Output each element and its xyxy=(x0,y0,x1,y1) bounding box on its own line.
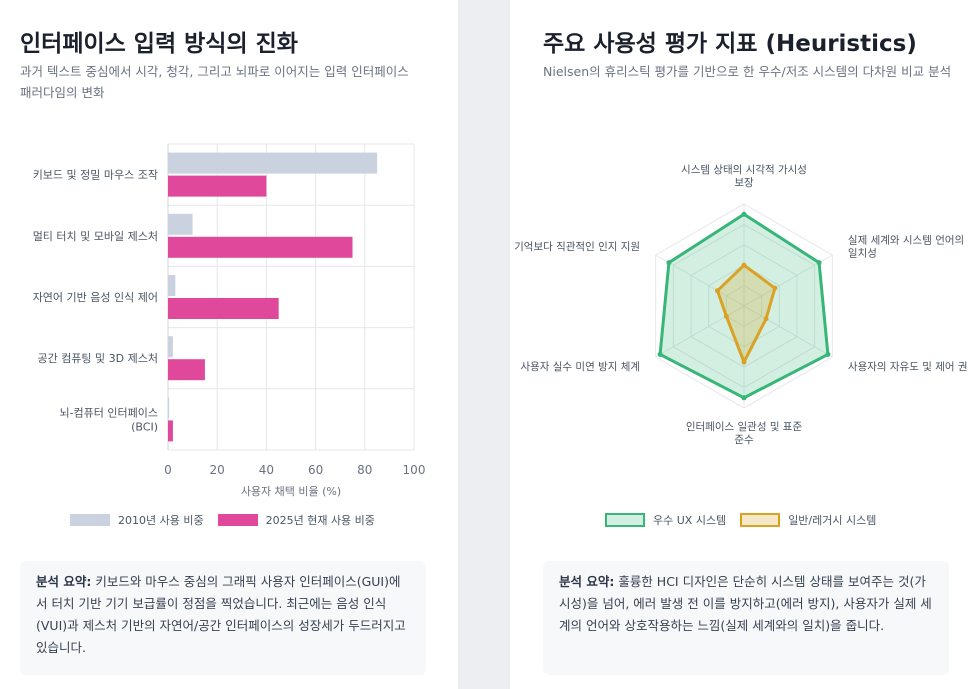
radar-point xyxy=(741,395,747,401)
x-tick-label: 40 xyxy=(259,463,274,477)
radar-axis-label: 시스템 상태의 시각적 가시성 xyxy=(681,164,807,176)
radar-axis-label: 보장 xyxy=(734,177,754,189)
category-label: 공간 컴퓨팅 및 3D 제스처 xyxy=(37,352,158,365)
heuristics-chart-title: 주요 사용성 평가 지표 (Heuristics) xyxy=(543,31,917,57)
adoption-chart-legend: 2010년 사용 비중 2025년 현재 사용 비중 xyxy=(70,512,375,528)
heuristics-chart-legend: 우수 UX 시스템 일반/레거시 시스템 xyxy=(605,512,876,528)
radar-spoke xyxy=(655,305,745,358)
radar-axis-label: 사용자의 자유도 및 제어 권 xyxy=(848,361,968,373)
legend-swatch-2025 xyxy=(217,514,258,526)
x-tick-label: 20 xyxy=(210,463,225,477)
category-label: 자연어 기반 음성 인식 제어 xyxy=(33,291,158,304)
x-tick-label: 0 xyxy=(164,463,172,477)
legend-swatch-2010 xyxy=(70,514,110,526)
bar-2010 xyxy=(168,336,173,358)
legend-label-legacy: 일반/레거시 시스템 xyxy=(788,514,877,527)
adoption-summary-box: 분석 요약: 키보드와 마우스 중심의 그래픽 사용자 인터페이스(GUI)에서… xyxy=(20,561,426,675)
adoption-chart-subtitle: 과거 텍스트 중심에서 시각, 청각, 그리고 뇌파로 이어지는 입력 인터페이… xyxy=(20,64,409,100)
bar-2010 xyxy=(168,152,378,174)
bar-2010 xyxy=(168,397,170,419)
category-label: 멀티 터치 및 모바일 제스처 xyxy=(33,229,158,243)
radar-axis-label: 인터페이스 일관성 및 표준 xyxy=(686,420,803,433)
category-label: (BCI) xyxy=(131,420,158,433)
bar-2010 xyxy=(168,275,176,296)
legend-label-2010: 2010년 사용 비중 xyxy=(118,514,204,527)
radar-axis-label: 사용자 실수 미연 방지 체계 xyxy=(520,361,640,373)
category-label: 키보드 및 정밀 마우스 조작 xyxy=(33,169,158,182)
x-tick-label: 100 xyxy=(403,463,426,477)
heuristics-chart-subtitle: Nielsen의 휴리스틱 평가를 기반으로 한 우수/저조 시스템의 다차원 … xyxy=(543,64,952,79)
summary-text: 키보드와 마우스 중심의 그래픽 사용자 인터페이스(GUI)에서 터치 기반 … xyxy=(36,574,406,655)
legend-swatch-good-ux xyxy=(605,513,645,527)
category-label: 뇌-컴퓨터 인터페이스 xyxy=(59,406,158,419)
legend-label-good-ux: 우수 UX 시스템 xyxy=(653,514,727,527)
adoption-chart-card: 인터페이스 입력 방식의 진화 과거 텍스트 중심에서 시각, 청각, 그리고 … xyxy=(0,0,458,689)
summary-label: 분석 요약: xyxy=(36,574,92,589)
bar-2025 xyxy=(168,236,353,258)
summary-text: 훌륭한 HCI 디자인은 단순히 시스템 상태를 보여주는 것(가시성)을 넘어… xyxy=(559,574,932,633)
radar-axis-label: 실제 세계와 시스템 언어의 xyxy=(848,235,964,247)
radar-point xyxy=(657,351,663,357)
radar-point xyxy=(714,288,720,294)
x-tick-label: 60 xyxy=(308,463,323,477)
radar-point xyxy=(772,285,778,291)
heuristics-summary-box: 분석 요약: 훌륭한 HCI 디자인은 단순히 시스템 상태를 보여주는 것(가… xyxy=(543,561,949,675)
legend-label-2025: 2025년 현재 사용 비중 xyxy=(265,514,375,527)
radar-point xyxy=(741,211,747,217)
radar-axis-label: 일치성 xyxy=(848,247,877,260)
heuristics-chart-card: 주요 사용성 평가 지표 (Heuristics) Nielsen의 휴리스틱 … xyxy=(510,0,975,689)
radar-point xyxy=(666,260,672,266)
radar-axis-label: 준수 xyxy=(734,434,754,446)
summary-label: 분석 요약: xyxy=(559,574,615,589)
radar-point xyxy=(741,262,747,268)
bar-2025 xyxy=(168,420,173,442)
radar-spoke xyxy=(743,305,833,358)
bar-2025 xyxy=(168,298,279,319)
radar-point xyxy=(741,359,747,365)
radar-point xyxy=(816,260,822,266)
bar-2025 xyxy=(168,359,205,381)
radar-point xyxy=(763,316,769,322)
x-tick-label: 80 xyxy=(357,463,372,477)
legend-swatch-legacy xyxy=(740,513,781,527)
bar-2025 xyxy=(168,175,267,197)
bar-2010 xyxy=(168,213,193,235)
x-axis-label: 사용자 채택 비율 (%) xyxy=(241,485,341,498)
radar-point xyxy=(723,313,729,319)
adoption-chart-title: 인터페이스 입력 방식의 진화 xyxy=(20,31,298,57)
radar-axis-label: 기억보다 직관적인 인지 지원 xyxy=(514,241,640,253)
radar-point xyxy=(825,351,831,357)
